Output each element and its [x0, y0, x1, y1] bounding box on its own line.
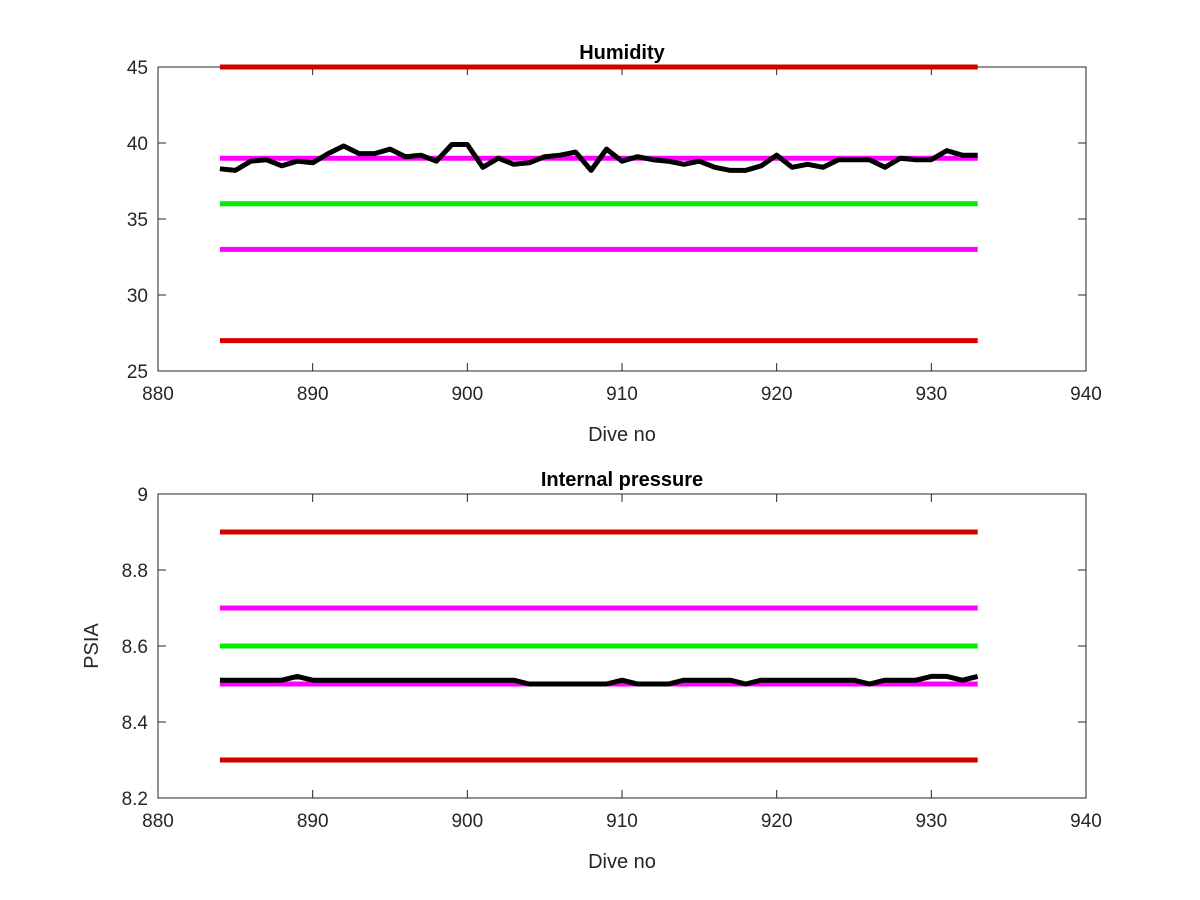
x-tick-label: 920 [761, 811, 793, 832]
x-tick-label: 890 [297, 384, 329, 405]
y-tick-label: 8.2 [122, 789, 148, 810]
y-tick-label: 40 [127, 134, 148, 155]
x-tick-label: 910 [606, 384, 638, 405]
x-tick-label: 910 [606, 811, 638, 832]
x-tick-label: 880 [142, 384, 174, 405]
y-tick-label: 8.8 [122, 561, 148, 582]
y-tick-label: 9 [137, 485, 148, 506]
measurement-line [219, 142, 978, 173]
x-tick-label: 920 [761, 384, 793, 405]
x-tick-label: 930 [915, 384, 947, 405]
x-tick-label: 940 [1070, 811, 1102, 832]
x-tick-label: 880 [142, 811, 174, 832]
x-tick-label: 940 [1070, 384, 1102, 405]
measurement-line [219, 673, 979, 687]
y-tick-label: 45 [127, 58, 148, 79]
chart-title: Internal pressure [541, 469, 703, 491]
x-tick-label: 900 [451, 811, 483, 832]
y-tick-label: 8.4 [122, 713, 149, 734]
y-tick-label: 25 [127, 362, 148, 383]
subplot-2: 880 890 900 910 920 930 940 8.2 8.4 8.6 8.8 9 Intern… [81, 469, 1102, 873]
x-axis-label: Dive no [588, 851, 656, 873]
y-tick-label: 35 [127, 210, 148, 231]
x-tick-label: 890 [297, 811, 329, 832]
plot-area [157, 66, 1087, 372]
y-axis-label: PSIA [81, 623, 103, 669]
x-tick-label: 900 [451, 384, 483, 405]
x-axis-label: Dive no [588, 424, 656, 446]
subplot-1: 880 890 900 910 920 930 940 25 30 35 40 45 Humidity D… [127, 42, 1102, 446]
y-tick-label: 8.6 [122, 637, 148, 658]
x-tick-label: 930 [915, 811, 947, 832]
y-tick-label: 30 [127, 286, 148, 307]
chart-title: Humidity [579, 42, 665, 64]
